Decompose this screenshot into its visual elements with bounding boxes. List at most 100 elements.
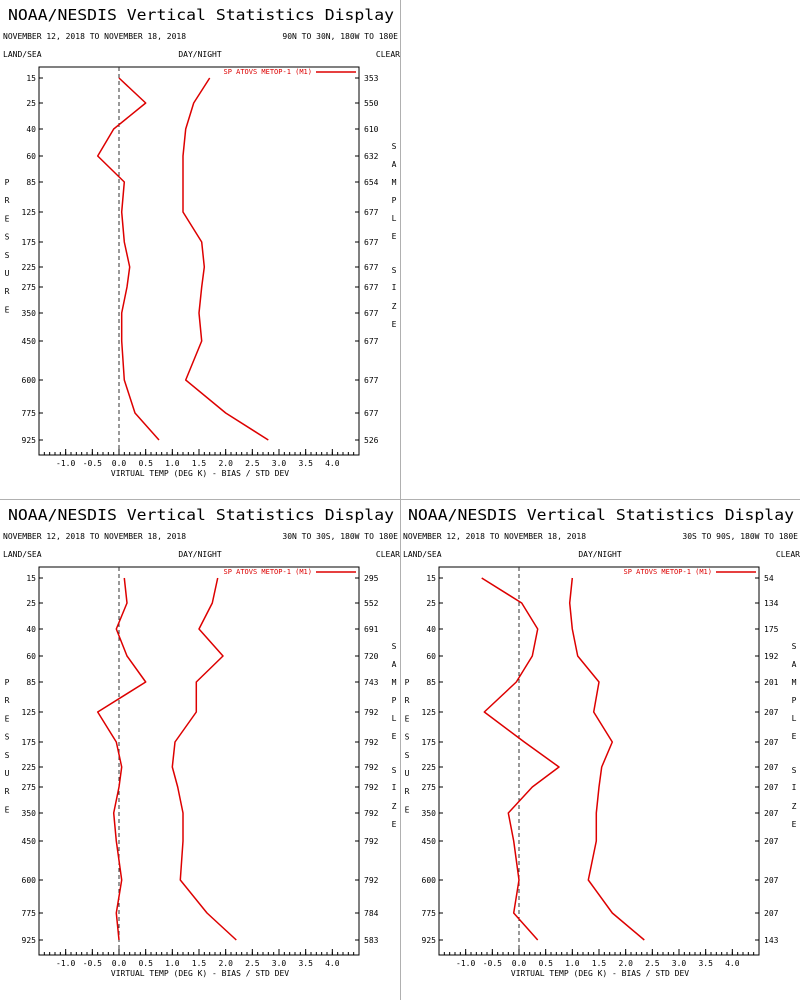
pressure-level-label: 40 xyxy=(26,625,36,634)
chart-title: NOAA/NESDIS Vertical Statistics Display xyxy=(408,506,794,524)
bias-line xyxy=(96,577,147,941)
sample-size-label: 792 xyxy=(364,876,379,885)
sample-size-axis-letter: I xyxy=(392,783,397,792)
sample-size-axis-letter: Z xyxy=(792,802,797,811)
pressure-level-label: 450 xyxy=(422,837,437,846)
pressure-axis-letter: P xyxy=(5,178,10,187)
sample-size-label: 677 xyxy=(364,208,379,217)
pressure-level-label: 225 xyxy=(422,763,437,772)
x-tick-label: 2.5 xyxy=(245,459,260,468)
chart-title: NOAA/NESDIS Vertical Statistics Display xyxy=(8,506,394,524)
clear-label: CLEAR xyxy=(776,550,800,559)
std-dev-line xyxy=(182,77,269,441)
sample-size-label: 677 xyxy=(364,238,379,247)
pressure-level-label: 275 xyxy=(422,783,437,792)
sample-size-label: 201 xyxy=(764,678,779,687)
sample-size-label: 792 xyxy=(364,763,379,772)
sample-size-axis-letter: P xyxy=(392,696,397,705)
pressure-level-label: 350 xyxy=(22,309,37,318)
pressure-level-label: 275 xyxy=(22,283,37,292)
sample-size-label: 526 xyxy=(364,436,379,445)
pressure-level-label: 350 xyxy=(22,809,37,818)
pressure-axis-letter: R xyxy=(5,196,10,205)
x-tick-label: 0.5 xyxy=(138,959,153,968)
plot-frame xyxy=(38,66,360,456)
pressure-axis-letter: P xyxy=(5,678,10,687)
sample-size-axis-letter: A xyxy=(392,160,397,169)
sample-size-axis-letter: A xyxy=(792,660,797,669)
pressure-level-label: 600 xyxy=(422,876,437,885)
pressure-axis-letter: E xyxy=(5,214,10,223)
std-dev-line xyxy=(568,577,645,941)
chart-title: NOAA/NESDIS Vertical Statistics Display xyxy=(8,6,394,24)
pressure-level-label: 40 xyxy=(26,125,36,134)
pressure-axis-letter: S xyxy=(5,233,10,242)
pressure-axis-letter: P xyxy=(405,678,410,687)
pressure-level-label: 60 xyxy=(26,152,36,161)
sample-size-axis-letter: E xyxy=(392,232,397,241)
sample-size-label: 583 xyxy=(364,936,379,945)
pressure-axis-letter: S xyxy=(405,733,410,742)
day-night-label: DAY/NIGHT xyxy=(578,550,622,559)
day-night-label: DAY/NIGHT xyxy=(178,50,222,59)
pressure-level-label: 925 xyxy=(422,936,437,945)
legend-label: SP ATOVS METOP-1 (M1) xyxy=(223,568,312,576)
chart-northern: NOAA/NESDIS Vertical Statistics Display N… xyxy=(3,6,400,478)
pressure-level-label: 85 xyxy=(426,678,436,687)
chart-southern: NOAA/NESDIS Vertical Statistics Display N… xyxy=(403,506,800,978)
sample-size-axis-letter: A xyxy=(392,660,397,669)
x-tick-label: -0.5 xyxy=(83,459,102,468)
horizontal-divider xyxy=(0,499,800,500)
sample-size-label: 175 xyxy=(764,625,779,634)
x-tick-label: 3.5 xyxy=(298,459,313,468)
sample-size-axis-letter: I xyxy=(392,283,397,292)
x-tick-label: 0.5 xyxy=(138,459,153,468)
pressure-axis-letter: S xyxy=(405,751,410,760)
sample-size-axis-letter: L xyxy=(792,714,797,723)
x-tick-label: 3.5 xyxy=(298,959,313,968)
std-dev-line xyxy=(171,577,237,941)
pressure-level-label: 275 xyxy=(22,783,37,792)
pressure-level-label: 175 xyxy=(22,738,37,747)
pressure-level-label: 125 xyxy=(422,708,437,717)
sample-size-label: 143 xyxy=(764,936,779,945)
pressure-level-label: 225 xyxy=(22,263,37,272)
sample-size-axis-letter: E xyxy=(392,732,397,741)
sample-size-axis-letter: S xyxy=(392,266,397,275)
sample-size-label: 134 xyxy=(764,599,779,608)
sample-size-axis-letter: P xyxy=(392,196,397,205)
pressure-level-label: 350 xyxy=(422,809,437,818)
pressure-axis-letter: E xyxy=(405,714,410,723)
pressure-axis-letter: R xyxy=(5,787,10,796)
x-tick-label: -1.0 xyxy=(456,959,475,968)
pressure-level-label: 600 xyxy=(22,376,37,385)
sample-size-label: 610 xyxy=(364,125,379,134)
x-tick-label: 1.5 xyxy=(192,959,207,968)
pressure-axis-letter: R xyxy=(405,696,410,705)
pressure-level-label: 60 xyxy=(26,652,36,661)
sample-size-axis-letter: Z xyxy=(392,302,397,311)
pressure-level-label: 175 xyxy=(422,738,437,747)
sample-size-label: 792 xyxy=(364,708,379,717)
sample-size-label: 207 xyxy=(764,876,779,885)
pressure-level-label: 225 xyxy=(22,763,37,772)
sample-size-label: 207 xyxy=(764,837,779,846)
bias-line xyxy=(481,577,560,941)
sample-size-label: 54 xyxy=(764,574,774,583)
pressure-level-label: 600 xyxy=(22,876,37,885)
sample-size-axis-letter: S xyxy=(392,642,397,651)
pressure-axis-letter: R xyxy=(405,787,410,796)
panel-southern: NOAA/NESDIS Vertical Statistics Display N… xyxy=(400,500,800,1000)
sample-size-label: 784 xyxy=(364,909,379,918)
sample-size-axis-letter: I xyxy=(792,783,797,792)
panel-tropics: NOAA/NESDIS Vertical Statistics Display N… xyxy=(0,500,400,1000)
sample-size-axis-letter: S xyxy=(392,142,397,151)
x-axis-label: VIRTUAL TEMP (DEG K) - BIAS / STD DEV xyxy=(511,969,689,978)
sample-size-axis-letter: M xyxy=(792,678,797,687)
x-tick-label: -0.5 xyxy=(483,959,502,968)
sample-size-label: 691 xyxy=(364,625,379,634)
x-axis-label: VIRTUAL TEMP (DEG K) - BIAS / STD DEV xyxy=(111,469,289,478)
x-tick-label: 2.0 xyxy=(618,959,633,968)
sample-size-label: 677 xyxy=(364,263,379,272)
pressure-level-label: 175 xyxy=(22,238,37,247)
